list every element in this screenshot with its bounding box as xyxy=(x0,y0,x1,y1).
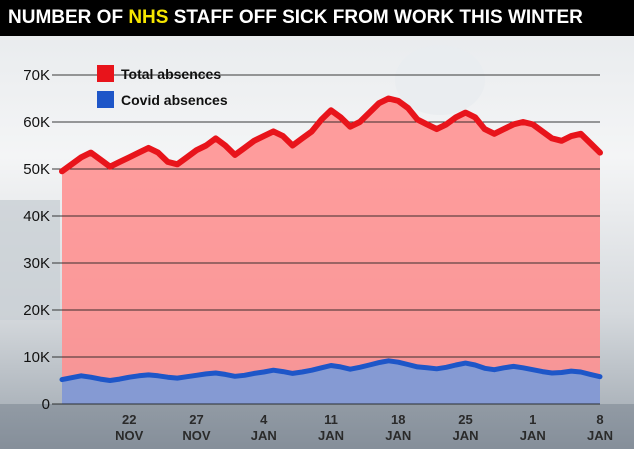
headline-highlight: NHS xyxy=(128,7,169,28)
x-tick-label: 27 xyxy=(189,412,203,427)
legend-swatch-covid xyxy=(97,91,114,108)
total-absences-line xyxy=(59,95,603,175)
legend-label-total: Total absences xyxy=(121,66,221,82)
x-tick-label: JAN xyxy=(251,428,277,443)
x-tick-label: 25 xyxy=(458,412,472,427)
headline: NUMBER OF NHS STAFF OFF SICK FROM WORK T… xyxy=(0,0,634,36)
cap-shape xyxy=(395,45,485,115)
area-layer xyxy=(62,98,600,404)
x-tick-label: JAN xyxy=(587,428,613,443)
y-axis-ticks: 0 10K 20K 30K 40K 50K 60K 70K xyxy=(23,67,50,413)
legend-label-covid: Covid absences xyxy=(121,92,228,108)
legend: Total absences Covid absences xyxy=(97,65,228,108)
y-tick-label: 20K xyxy=(23,302,50,319)
legend-swatch-total xyxy=(97,65,114,82)
covid-absences-line xyxy=(59,358,603,383)
y-tick-label: 60K xyxy=(23,114,50,131)
series-lines xyxy=(59,95,603,383)
x-tick-label: JAN xyxy=(520,428,546,443)
x-tick-label: 8 xyxy=(596,412,603,427)
covid-absences-area xyxy=(62,360,600,404)
x-tick-label: 11 xyxy=(324,412,338,427)
x-tick-label: NOV xyxy=(115,428,144,443)
x-tick-label: NOV xyxy=(182,428,211,443)
y-tick-label: 50K xyxy=(23,161,50,178)
x-tick-label: 22 xyxy=(122,412,136,427)
monitor-shape xyxy=(0,200,60,320)
headline-part-2: STAFF OFF SICK FROM WORK THIS WINTER xyxy=(168,7,583,28)
headline-part-1: NUMBER OF xyxy=(8,7,129,28)
x-tick-label: 18 xyxy=(391,412,405,427)
y-tick-label: 0 xyxy=(42,396,50,413)
total-absences-area xyxy=(62,98,600,404)
gridlines xyxy=(52,74,600,405)
x-tick-label: JAN xyxy=(318,428,344,443)
x-tick-label: 4 xyxy=(260,412,268,427)
x-tick-label: JAN xyxy=(452,428,478,443)
y-tick-label: 40K xyxy=(23,208,50,225)
background-photo xyxy=(0,45,634,449)
y-tick-label: 30K xyxy=(23,255,50,272)
x-tick-label: 1 xyxy=(529,412,536,427)
y-tick-label: 70K xyxy=(23,67,50,84)
floor-shape xyxy=(0,404,634,449)
y-tick-label: 10K xyxy=(23,349,50,366)
x-tick-label: JAN xyxy=(385,428,411,443)
